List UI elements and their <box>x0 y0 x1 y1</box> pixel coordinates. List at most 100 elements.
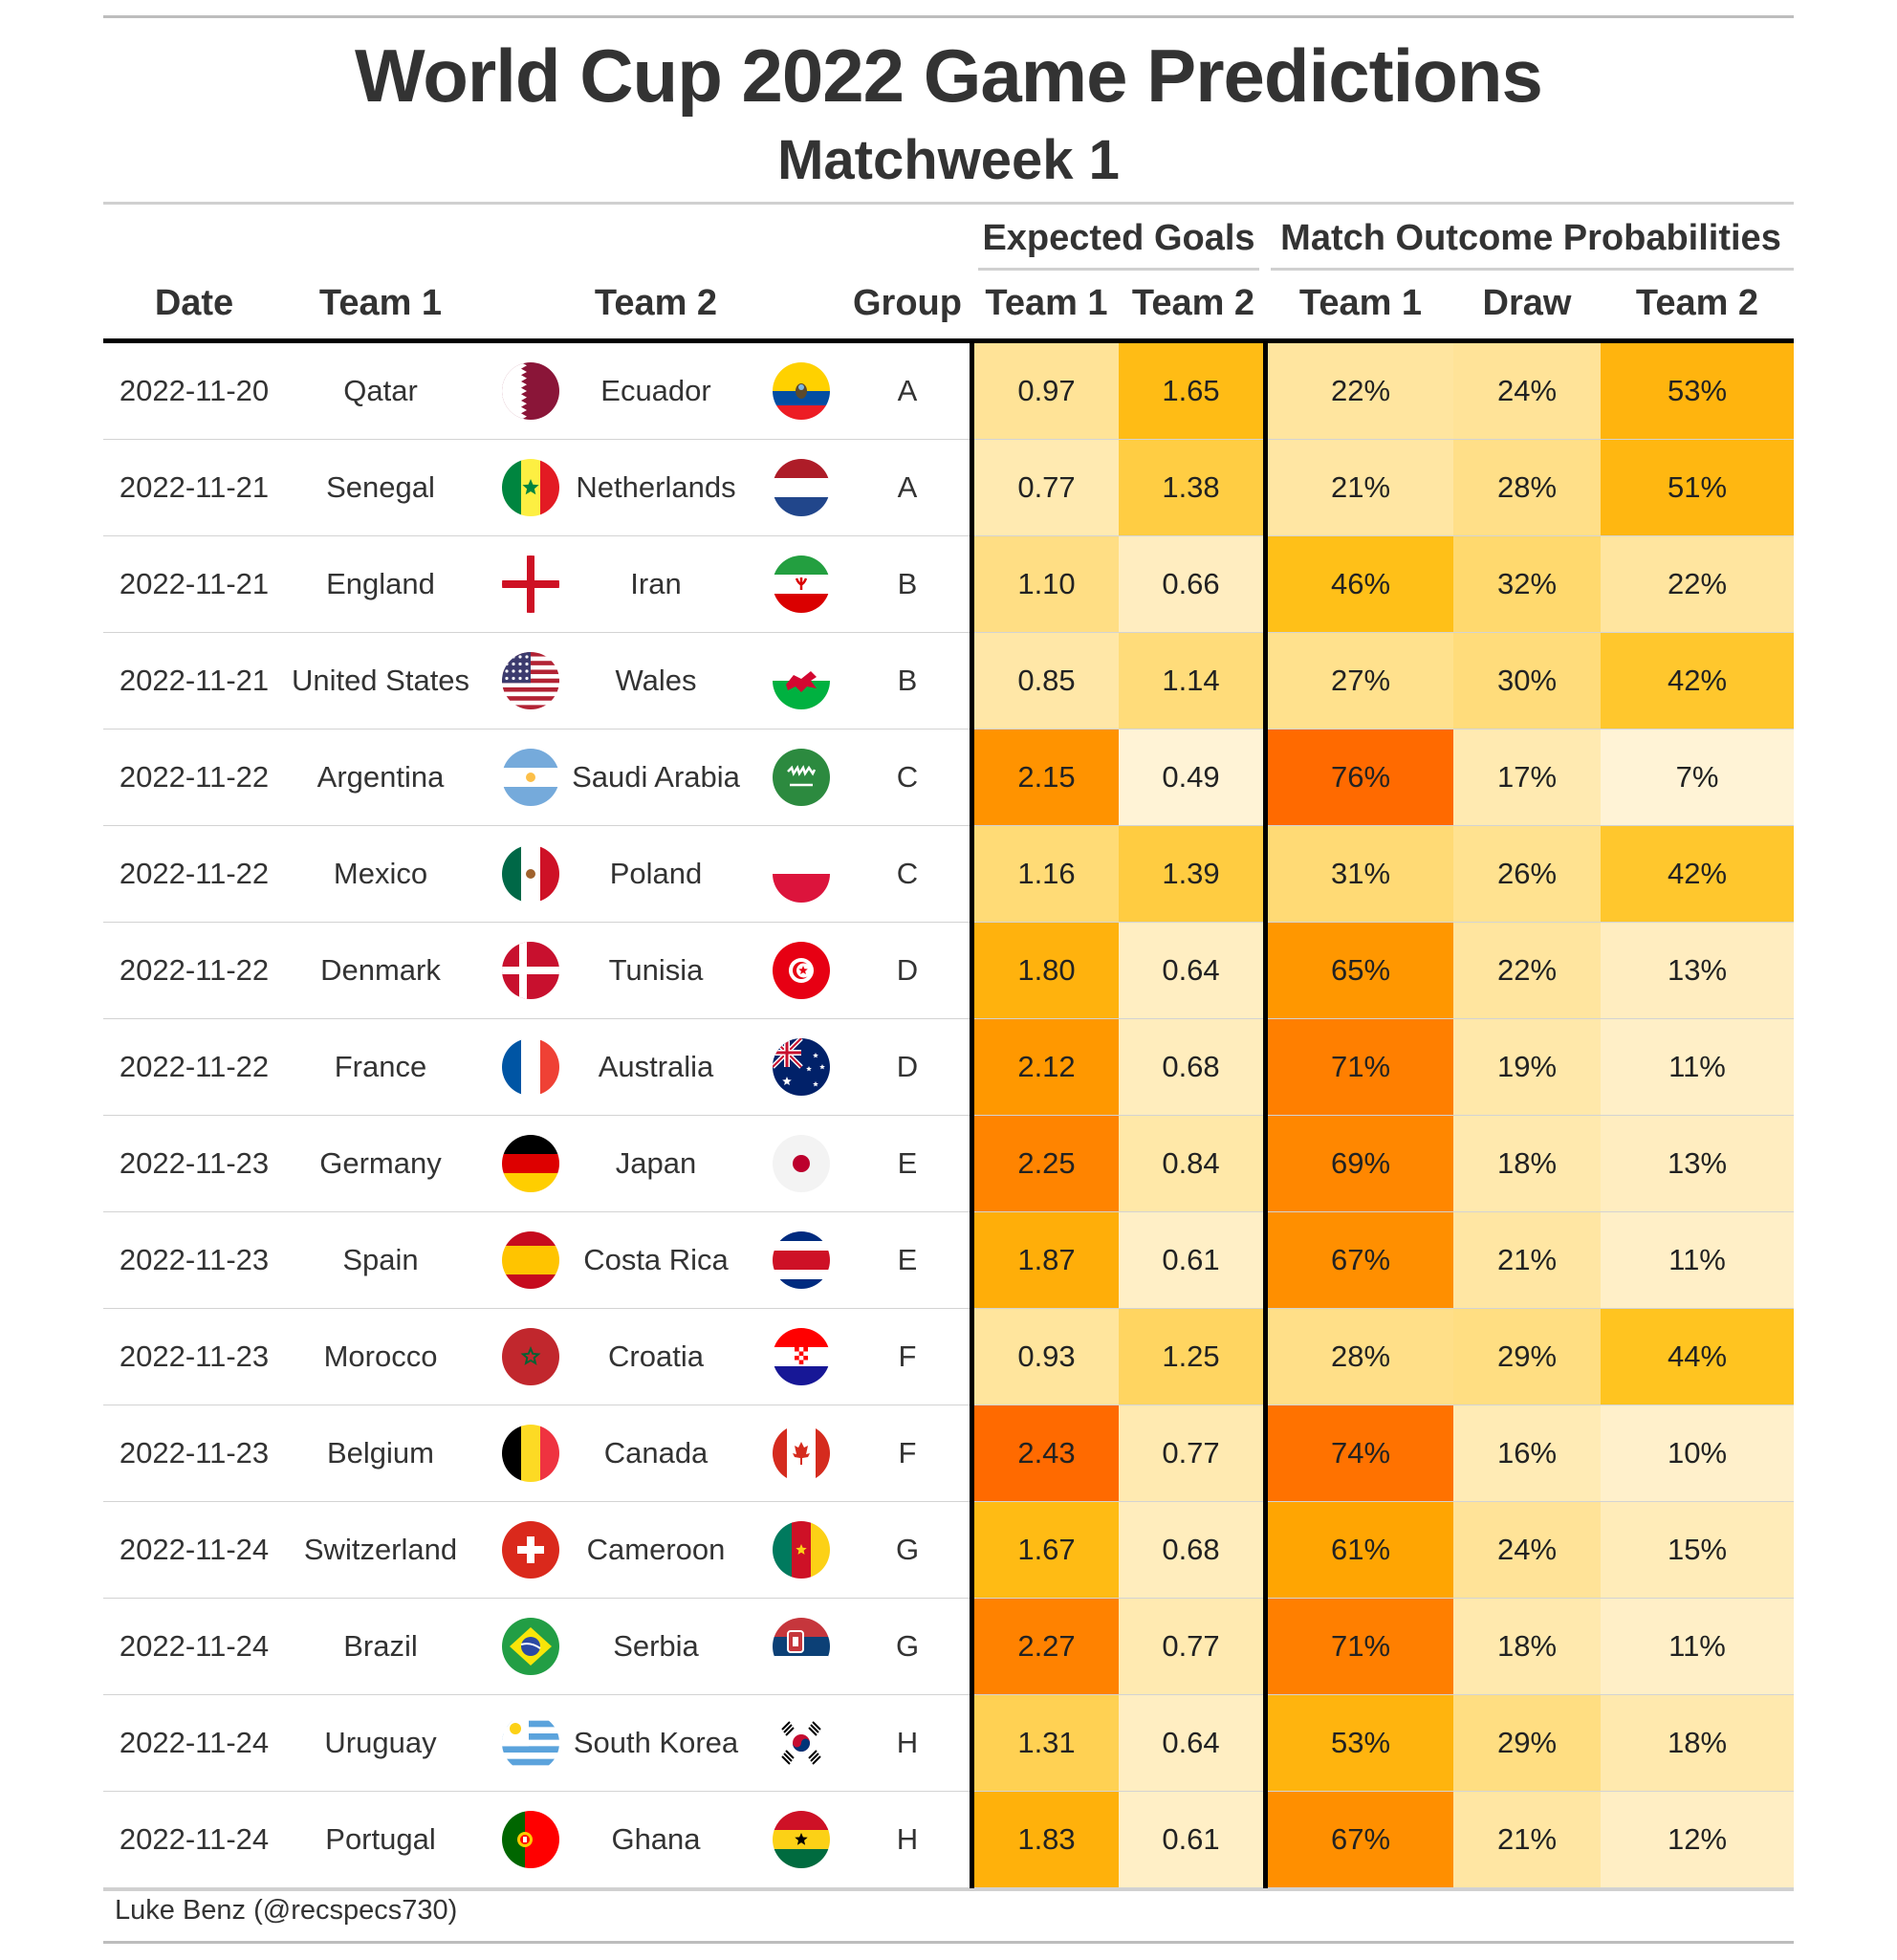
cell-team1: Uruguay <box>324 1726 437 1759</box>
cell-group: G <box>895 1533 920 1566</box>
cell-team2: Serbia <box>613 1629 699 1663</box>
cell-xg1: 1.83 <box>974 1792 1119 1887</box>
cell-p1: 31% <box>1268 826 1453 922</box>
cell-p1: 69% <box>1268 1116 1453 1211</box>
cell-team2: Croatia <box>608 1339 704 1373</box>
cell-draw: 18% <box>1453 1599 1601 1694</box>
cell-team2: Costa Rica <box>583 1243 729 1276</box>
cell-date: 2022-11-24 <box>119 1822 270 1856</box>
cell-p2: 12% <box>1601 1792 1794 1887</box>
mexico-flag-icon <box>502 845 559 903</box>
cell-p2: 13% <box>1601 923 1794 1018</box>
row-separator <box>103 535 1794 536</box>
row-separator <box>103 1791 1794 1792</box>
table-row: 2022-11-21 England Iran B 1.10 0.66 46% 32% 22% <box>103 536 1794 633</box>
cell-xg1: 1.80 <box>974 923 1119 1018</box>
cell-team2: South Korea <box>573 1726 739 1759</box>
cell-xg1: 2.15 <box>974 730 1119 825</box>
cell-p2: 11% <box>1601 1019 1794 1115</box>
cell-group: F <box>898 1339 917 1373</box>
cell-p1: 74% <box>1268 1405 1453 1501</box>
cell-draw: 28% <box>1453 440 1601 535</box>
germany-flag-icon <box>502 1135 559 1192</box>
spanner-line-expected-goals <box>978 268 1259 271</box>
column-header-rule <box>103 338 1794 343</box>
cell-p1: 67% <box>1268 1792 1453 1887</box>
cell-draw: 18% <box>1453 1116 1601 1211</box>
brazil-flag-icon <box>502 1618 559 1675</box>
colhead-xg-team1: Team 1 <box>985 283 1108 323</box>
cell-team1: England <box>326 567 435 600</box>
cell-draw: 30% <box>1453 633 1601 729</box>
colhead-team1: Team 1 <box>318 283 443 323</box>
row-separator <box>103 1887 1794 1888</box>
cell-date: 2022-11-20 <box>119 374 270 407</box>
table-title: World Cup 2022 Game Predictions <box>355 33 1543 118</box>
cell-team2: Ghana <box>611 1822 701 1856</box>
cell-team2: Canada <box>603 1436 709 1470</box>
cell-team1: Switzerland <box>303 1533 458 1566</box>
cell-xg1: 0.97 <box>974 343 1119 439</box>
cell-xg2: 1.38 <box>1119 440 1263 535</box>
iran-flag-icon <box>773 555 830 613</box>
cell-group: A <box>897 374 918 407</box>
cell-team1: Portugal <box>325 1822 436 1856</box>
cell-p1: 21% <box>1268 440 1453 535</box>
row-separator <box>103 1694 1794 1695</box>
portugal-flag-icon <box>502 1811 559 1868</box>
colhead-date: Date <box>154 283 234 323</box>
divider-line-right <box>1263 343 1268 1888</box>
cell-p2: 18% <box>1601 1695 1794 1791</box>
australia-flag-icon <box>773 1038 830 1096</box>
cell-draw: 24% <box>1453 1502 1601 1598</box>
belgium-flag-icon <box>502 1425 559 1482</box>
cell-xg2: 0.66 <box>1119 536 1263 632</box>
colhead-group: Group <box>853 283 962 323</box>
cell-date: 2022-11-22 <box>119 857 270 890</box>
cell-xg2: 1.39 <box>1119 826 1263 922</box>
row-separator <box>103 1501 1794 1502</box>
ecuador-flag-icon <box>773 362 830 420</box>
cell-p1: 28% <box>1268 1309 1453 1405</box>
cell-xg2: 0.84 <box>1119 1116 1263 1211</box>
colhead-xg-team2: Team 2 <box>1131 283 1255 323</box>
bottom-rule <box>103 1941 1794 1944</box>
cell-draw: 21% <box>1453 1792 1601 1887</box>
row-separator <box>103 825 1794 826</box>
senegal-flag-icon <box>502 459 559 516</box>
row-separator <box>103 1308 1794 1309</box>
cell-xg1: 1.10 <box>974 536 1119 632</box>
netherlands-flag-icon <box>773 459 830 516</box>
top-rule <box>103 15 1794 18</box>
cell-xg2: 0.49 <box>1119 730 1263 825</box>
spanner-expected-goals: Expected Goals <box>982 218 1255 258</box>
spanner-outcome-probs: Match Outcome Probabilities <box>1280 218 1781 258</box>
cell-xg1: 2.25 <box>974 1116 1119 1211</box>
cell-xg1: 0.77 <box>974 440 1119 535</box>
row-separator <box>103 439 1794 440</box>
cell-xg2: 0.68 <box>1119 1019 1263 1115</box>
cell-p1: 27% <box>1268 633 1453 729</box>
cell-xg2: 0.64 <box>1119 923 1263 1018</box>
cell-draw: 32% <box>1453 536 1601 632</box>
cell-xg1: 1.87 <box>974 1212 1119 1308</box>
cell-date: 2022-11-22 <box>119 953 270 987</box>
cell-draw: 17% <box>1453 730 1601 825</box>
cell-p1: 76% <box>1268 730 1453 825</box>
france-flag-icon <box>502 1038 559 1096</box>
cell-team2: Australia <box>598 1050 714 1083</box>
england-flag-icon <box>502 555 559 613</box>
cameroon-flag-icon <box>773 1521 830 1579</box>
table-subtitle: Matchweek 1 <box>777 129 1120 191</box>
table-row: 2022-11-20 Qatar Ecuador A 0.97 1.65 22% 24% 53% <box>103 343 1794 440</box>
table-row: 2022-11-23 Spain Costa Rica E 1.87 0.61 67% 21%… <box>103 1212 1794 1309</box>
cell-team2: Poland <box>609 857 703 890</box>
table-row: 2022-11-23 Germany Japan E 2.25 0.84 69% 18% 13% <box>103 1116 1794 1212</box>
cell-team1: France <box>334 1050 427 1083</box>
cell-team1: Senegal <box>326 470 435 504</box>
cell-team2: Saudi Arabia <box>572 760 740 794</box>
cell-team1: Denmark <box>320 953 441 987</box>
cell-p1: 65% <box>1268 923 1453 1018</box>
cell-xg2: 0.77 <box>1119 1405 1263 1501</box>
cell-p2: 44% <box>1601 1309 1794 1405</box>
